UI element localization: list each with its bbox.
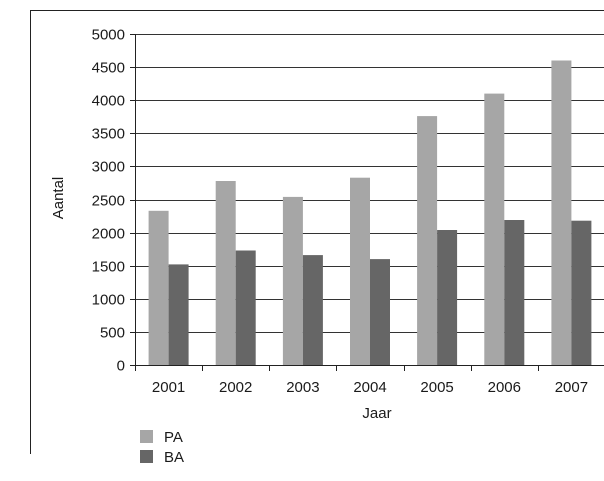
bar-ba-2003 xyxy=(302,255,323,365)
bar-pa-2002 xyxy=(215,181,236,365)
bar-ba-2005 xyxy=(437,230,458,365)
y-tick-labels: 0 500 1000 1500 2000 2500 3000 3500 4000 4500 5000 xyxy=(92,27,125,375)
legend: PA BA xyxy=(140,429,184,466)
bar-pa-2001 xyxy=(148,210,169,365)
bar-pa-2007 xyxy=(551,60,572,365)
y-tick-label-500: 500 xyxy=(100,325,125,342)
y-tick-label-4000: 4000 xyxy=(92,93,125,110)
bar-pa-2006 xyxy=(484,93,505,365)
x-tick-label-2006: 2006 xyxy=(488,379,521,396)
x-tick-label-2001: 2001 xyxy=(152,379,185,396)
y-tick-label-5000: 5000 xyxy=(92,27,125,44)
frame-left-border xyxy=(30,10,31,454)
y-axis-title: Aantal xyxy=(50,177,67,220)
legend-swatch-ba xyxy=(140,450,153,463)
x-tick-label-2003: 2003 xyxy=(286,379,319,396)
y-tick-label-1000: 1000 xyxy=(92,292,125,309)
bar-ba-2007 xyxy=(571,220,592,365)
x-tick-labels: 2001 2002 2003 2004 2005 2006 2007 xyxy=(152,379,588,396)
y-tick-label-2500: 2500 xyxy=(92,193,125,210)
legend-swatch-pa xyxy=(140,430,153,443)
bar-pa-2005 xyxy=(417,116,438,365)
y-tick-label-3500: 3500 xyxy=(92,126,125,143)
legend-label-pa: PA xyxy=(164,429,183,446)
x-axis-title: Jaar xyxy=(362,405,391,422)
y-tick-label-1500: 1500 xyxy=(92,259,125,276)
bar-pa-2004 xyxy=(350,177,370,365)
axes xyxy=(130,34,604,371)
y-tick-label-3000: 3000 xyxy=(92,159,125,176)
x-tick-label-2005: 2005 xyxy=(420,379,453,396)
x-tick-label-2004: 2004 xyxy=(353,379,386,396)
bar-ba-2001 xyxy=(168,264,189,365)
bar-ba-2004 xyxy=(370,259,390,365)
y-tick-label-4500: 4500 xyxy=(92,60,125,77)
bars xyxy=(148,60,592,365)
frame-top-border xyxy=(30,10,604,11)
legend-label-ba: BA xyxy=(164,449,184,466)
x-tick-label-2002: 2002 xyxy=(219,379,252,396)
x-tick-label-2007: 2007 xyxy=(555,379,588,396)
bar-ba-2002 xyxy=(235,250,256,365)
bar-pa-2003 xyxy=(282,196,303,365)
y-tick-label-0: 0 xyxy=(117,358,125,375)
bar-ba-2006 xyxy=(504,220,525,365)
y-tick-label-2000: 2000 xyxy=(92,226,125,243)
